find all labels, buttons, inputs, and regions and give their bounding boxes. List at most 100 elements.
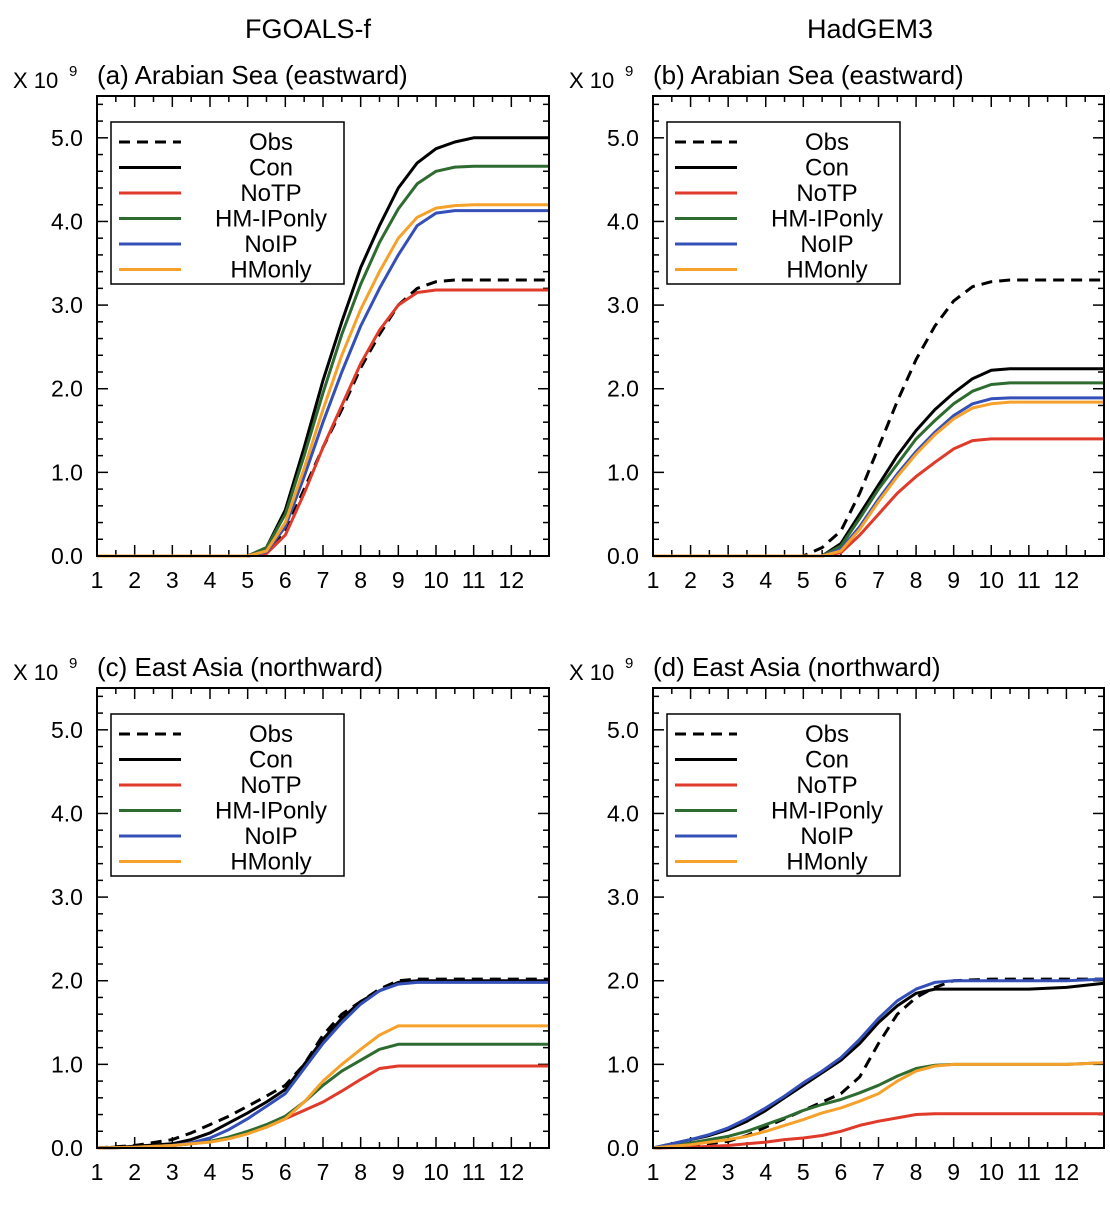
x-tick-label: 12 — [499, 567, 525, 593]
panel-title: (b) Arabian Sea (eastward) — [653, 60, 964, 90]
x-tick-label: 7 — [317, 567, 330, 593]
y-tick-label: 1.0 — [51, 1051, 83, 1077]
legend-label: HM-IPonly — [771, 798, 883, 825]
y-tick-label: 0.0 — [51, 543, 83, 569]
legend-label: Obs — [249, 721, 293, 748]
y-tick-label: 3.0 — [51, 884, 83, 910]
y-tick-label: 1.0 — [607, 459, 639, 485]
chart-panel-2: (b) Arabian Sea (eastward) X 10 9 0.0 1.0 2.0… — [569, 60, 1105, 593]
x-tick-label: 4 — [204, 567, 217, 593]
y-tick-label: 3.0 — [607, 884, 639, 910]
x-tick-label: 6 — [279, 1159, 292, 1185]
chart-panel-1: (a) Arabian Sea (eastward) X 10 9 0.0 1.0 2.0… — [13, 60, 550, 593]
legend-label: NoTP — [240, 180, 301, 207]
series-line-con — [96, 979, 549, 1150]
x-tick-label: 11 — [1017, 567, 1041, 593]
x-tick-label: 3 — [166, 1159, 179, 1185]
y-tick-label: 5.0 — [607, 717, 639, 743]
series-line-obs — [96, 977, 549, 1150]
x-tick-label: 4 — [759, 1159, 772, 1185]
plot-frame — [652, 687, 1105, 1149]
y-tick-label: 3.0 — [51, 292, 83, 318]
scale-exponent: 9 — [625, 63, 633, 80]
legend-label: Con — [805, 155, 849, 182]
x-tick-label: 11 — [462, 567, 486, 593]
y-tick-label: 0.0 — [607, 543, 639, 569]
y-tick-label: 4.0 — [607, 208, 639, 234]
x-tick-label: 1 — [647, 1159, 660, 1185]
x-tick-label: 10 — [978, 567, 1004, 593]
x-tick-label: 12 — [1054, 567, 1080, 593]
plot-frame — [96, 687, 550, 1149]
x-tick-label: 12 — [499, 1159, 525, 1185]
series-line-notp — [96, 1064, 549, 1150]
x-tick-label: 1 — [647, 567, 660, 593]
legend-label: HM-IPonly — [771, 206, 883, 233]
x-tick-label: 8 — [910, 567, 923, 593]
x-tick-label: 2 — [128, 567, 141, 593]
series-line-con — [653, 367, 1104, 558]
legend-label: NoIP — [244, 231, 297, 258]
x-tick-label: 3 — [166, 567, 179, 593]
y-tick-label: 5.0 — [607, 125, 639, 151]
x-tick-label: 8 — [354, 1159, 367, 1185]
x-tick-label: 3 — [722, 1159, 735, 1185]
legend-label: Obs — [805, 129, 849, 156]
x-tick-label: 7 — [872, 567, 885, 593]
legend-label: Con — [249, 747, 293, 774]
y-tick-label: 4.0 — [51, 208, 83, 234]
legend-label: NoTP — [240, 772, 301, 799]
legend-label: HMonly — [786, 257, 867, 284]
y-tick-label: 0.0 — [607, 1135, 639, 1161]
x-tick-label: 5 — [797, 567, 810, 593]
x-tick-label: 2 — [684, 1159, 697, 1185]
x-tick-label: 4 — [204, 1159, 217, 1185]
panel-title: (d) East Asia (northward) — [653, 652, 941, 682]
series-line-obs — [653, 278, 1104, 558]
column-title-left: FGOALS-f — [245, 14, 372, 44]
legend-label: NoIP — [800, 823, 853, 850]
x-tick-label: 7 — [872, 1159, 885, 1185]
x-tick-label: 10 — [978, 1159, 1004, 1185]
legend-label: NoTP — [796, 772, 857, 799]
y-tick-label: 4.0 — [51, 800, 83, 826]
x-tick-label: 3 — [722, 567, 735, 593]
x-tick-label: 2 — [128, 1159, 141, 1185]
legend-box — [110, 121, 345, 285]
legend-label: NoTP — [796, 180, 857, 207]
x-tick-label: 5 — [241, 1159, 254, 1185]
column-title-right: HadGEM3 — [807, 14, 933, 44]
x-tick-label: 9 — [947, 1159, 960, 1185]
series-line-hmonly — [652, 1061, 1105, 1150]
x-tick-label: 4 — [759, 567, 772, 593]
series-line-notp — [653, 437, 1104, 558]
y-tick-label: 1.0 — [51, 459, 83, 485]
series-line-notp — [652, 1112, 1104, 1150]
chart-panel-3: (c) East Asia (northward) X 10 9 0.0 1.0 2.0 3… — [13, 652, 550, 1185]
scale-factor-label: X 10 — [569, 68, 614, 93]
legend-label: HMonly — [230, 849, 311, 876]
x-tick-label: 9 — [947, 567, 960, 593]
scale-exponent: 9 — [69, 63, 77, 80]
plot-frame — [96, 95, 550, 557]
x-tick-label: 7 — [317, 1159, 330, 1185]
x-tick-label: 6 — [835, 1159, 848, 1185]
scale-exponent: 9 — [69, 655, 77, 672]
y-tick-label: 5.0 — [51, 125, 83, 151]
y-tick-label: 2.0 — [51, 376, 83, 402]
x-tick-label: 5 — [241, 567, 254, 593]
x-tick-label: 6 — [279, 567, 292, 593]
panel-title: (c) East Asia (northward) — [97, 652, 383, 682]
scale-factor-label: X 10 — [13, 660, 58, 685]
legend-box — [110, 713, 345, 877]
chart-panel-4: (d) East Asia (northward) X 10 9 0.0 1.0 2.0 3… — [569, 652, 1105, 1185]
legend-label: HMonly — [786, 849, 867, 876]
x-tick-label: 10 — [423, 567, 449, 593]
legend-label: NoIP — [800, 231, 853, 258]
legend-box — [666, 121, 901, 285]
y-tick-label: 2.0 — [607, 376, 639, 402]
plot-frame — [652, 95, 1105, 557]
series-line-hmonly — [96, 1024, 549, 1150]
y-tick-label: 1.0 — [607, 1051, 639, 1077]
x-tick-label: 11 — [1017, 1159, 1041, 1185]
